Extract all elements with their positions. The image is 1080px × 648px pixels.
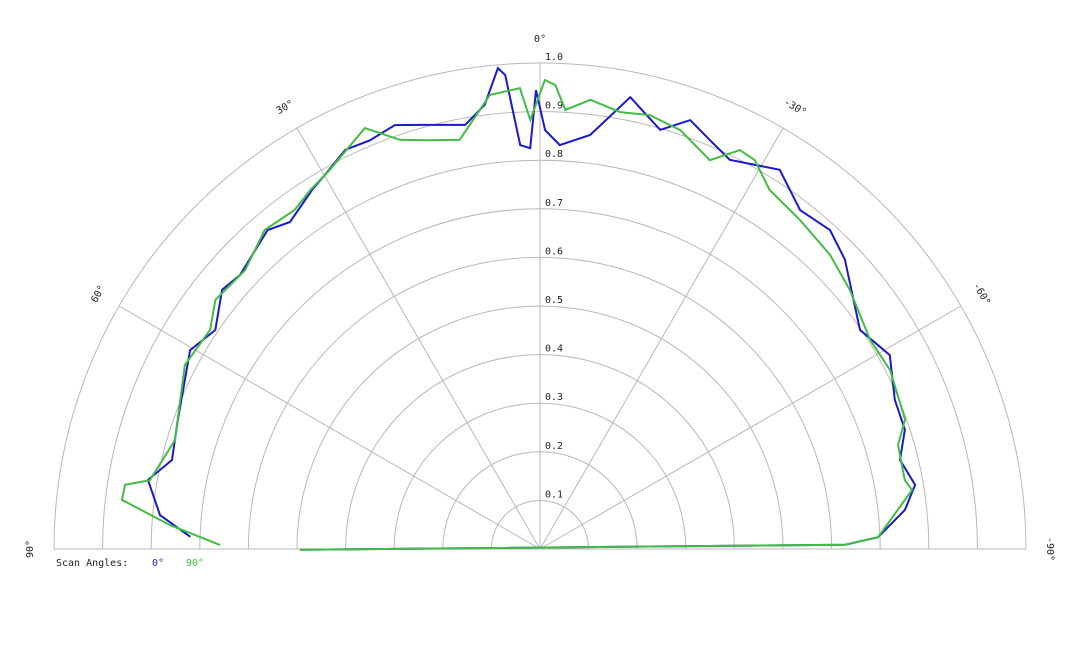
theta-tick-label: 30° — [275, 98, 296, 117]
legend-entry: 90° — [186, 558, 204, 569]
legend-title: Scan Angles: — [56, 558, 128, 569]
series-line — [120, 78, 914, 551]
r-tick-label: 0.2 — [545, 441, 563, 452]
theta-tick-label: -30° — [782, 97, 808, 119]
theta-tick-label: 0° — [534, 34, 546, 45]
theta-tick-label: 60° — [89, 284, 108, 305]
grid-spoke — [539, 127, 784, 550]
r-tick-label: 0.5 — [545, 295, 563, 306]
r-tick-label: 0.3 — [545, 392, 563, 403]
r-tick-label: 0.7 — [545, 198, 563, 209]
grid-spoke — [296, 127, 541, 550]
r-tick-label: 1.0 — [545, 52, 563, 63]
grid-spoke — [118, 305, 541, 550]
r-tick-label: 0.9 — [545, 101, 563, 112]
r-tick-label: 0.8 — [545, 149, 563, 160]
series-line — [146, 66, 917, 551]
r-tick-label: 0.4 — [545, 344, 563, 355]
legend-entry: 0° — [152, 558, 164, 569]
r-tick-label: 0.6 — [545, 246, 563, 257]
theta-tick-label: -90° — [1044, 537, 1055, 561]
grid-spoke — [539, 305, 962, 550]
theta-tick-label: -60° — [970, 281, 992, 307]
theta-tick-label: 90° — [25, 540, 36, 558]
r-tick-label: 0.1 — [545, 489, 563, 500]
